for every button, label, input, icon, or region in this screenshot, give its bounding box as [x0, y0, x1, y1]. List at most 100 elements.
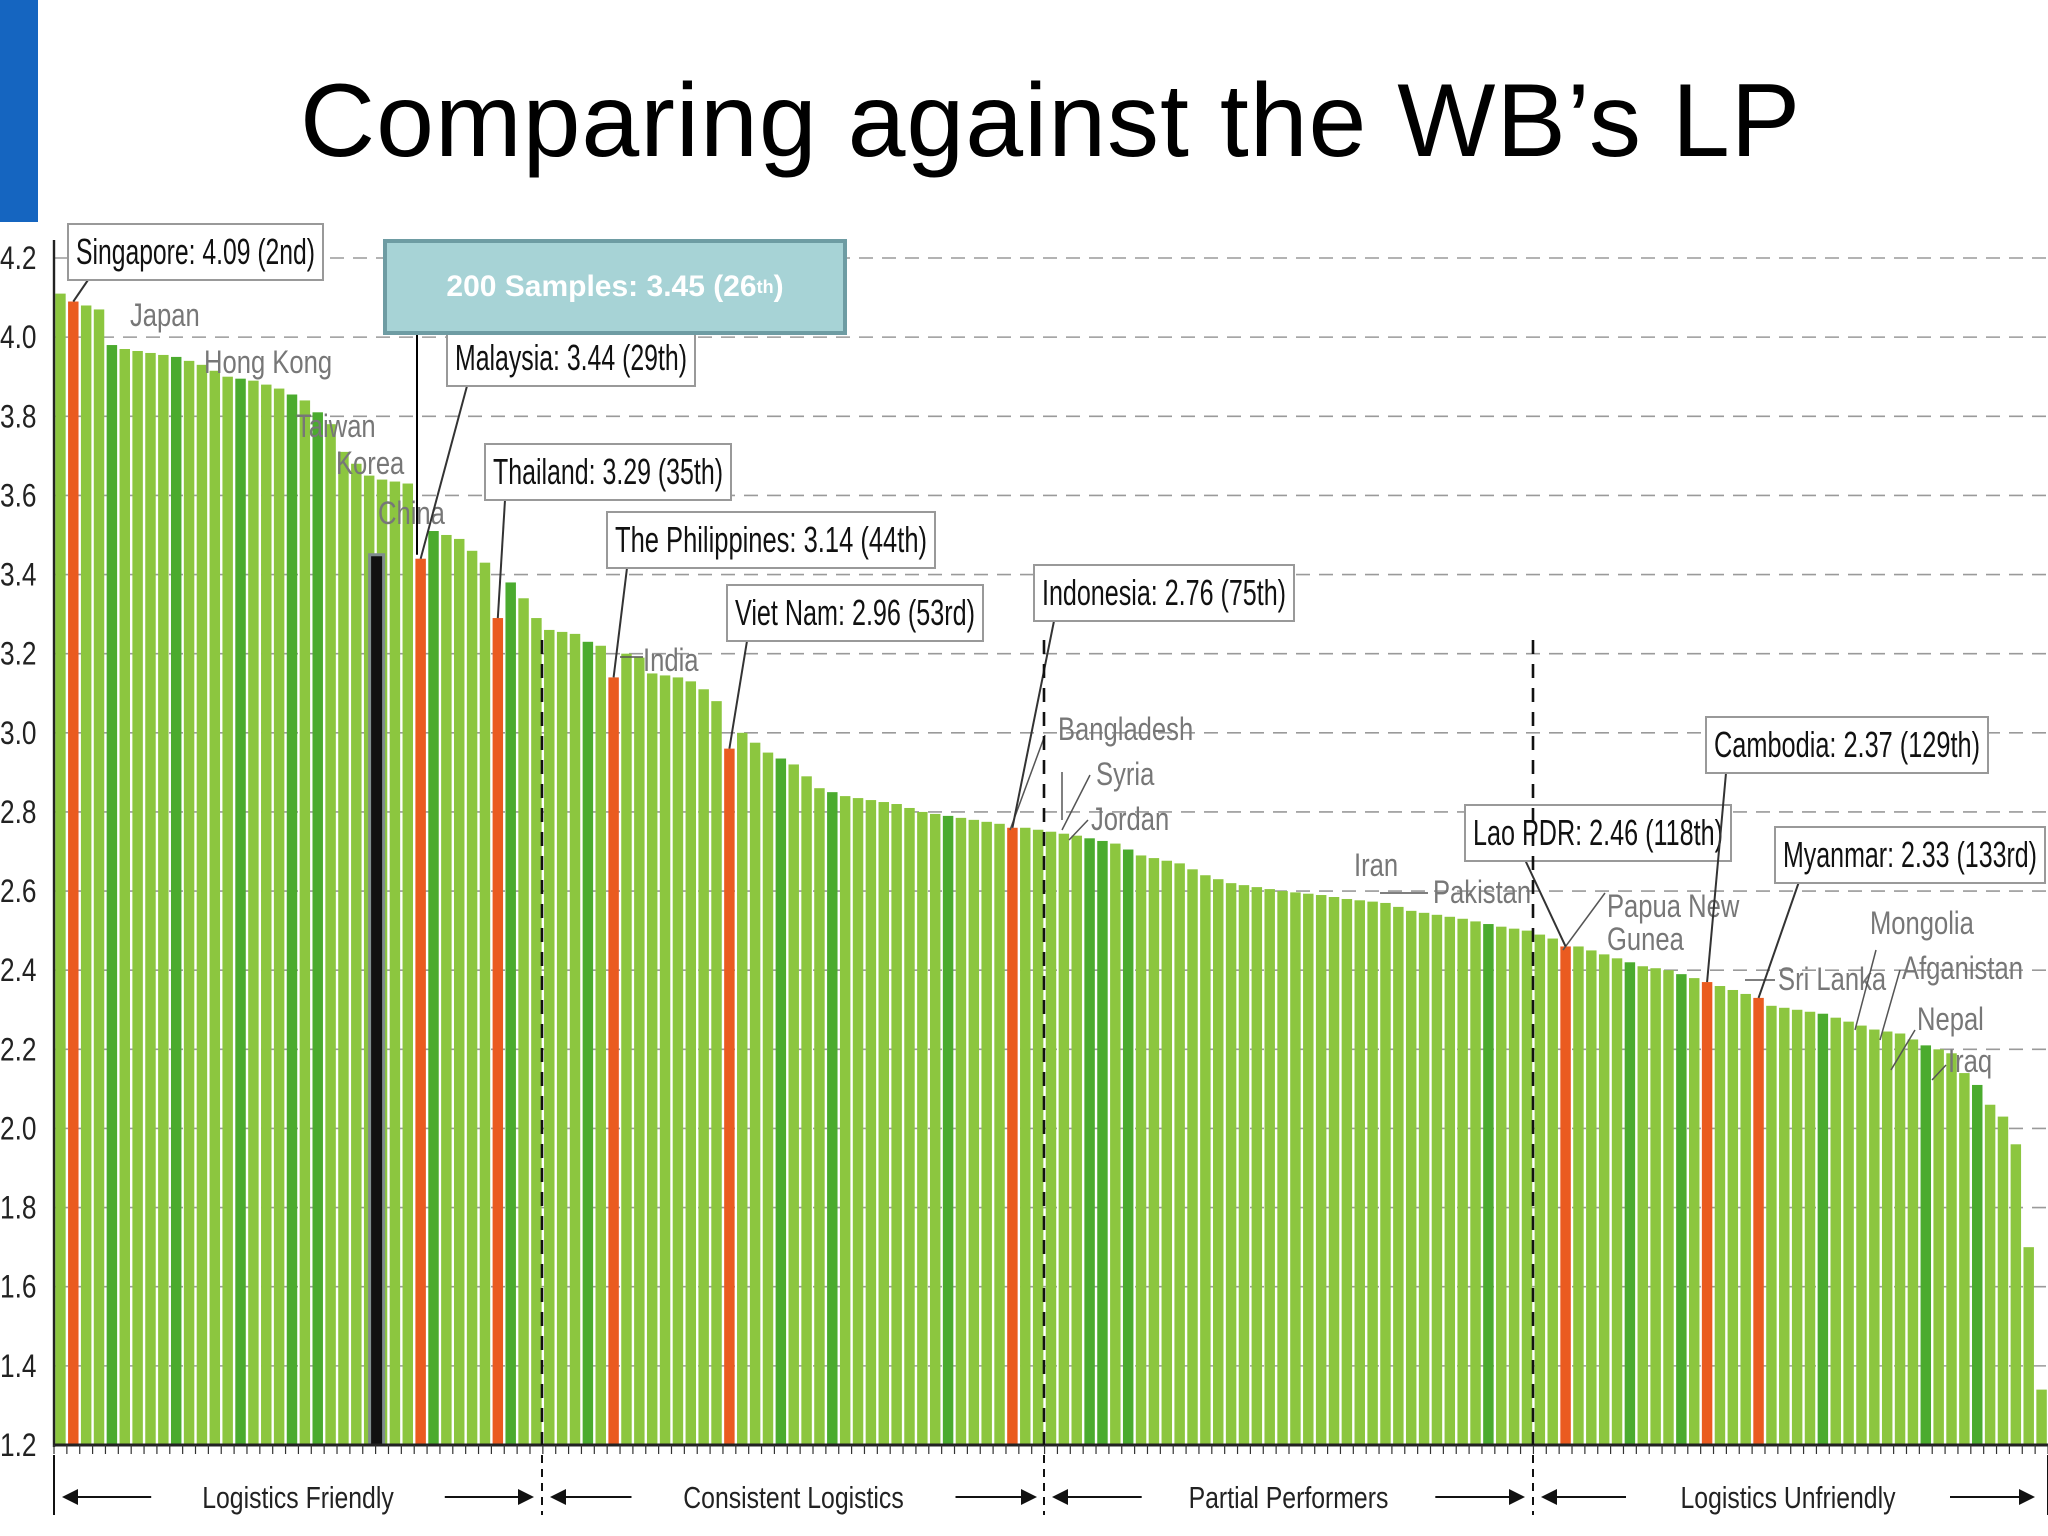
- callout-box: [446, 329, 696, 387]
- group-arrow-head: [550, 1489, 566, 1505]
- bar: [170, 356, 182, 1446]
- annotation-label: India: [643, 643, 699, 678]
- bar: [981, 821, 992, 1445]
- bar: [878, 802, 889, 1445]
- callouts: Singapore: 4.09 (2nd) Malaysia: 3.44 (29t…: [67, 223, 2046, 999]
- samples-bar: [368, 553, 386, 1447]
- bar: [865, 800, 877, 1445]
- bar: [531, 618, 542, 1445]
- bar: [183, 360, 195, 1446]
- bar: [466, 550, 478, 1445]
- bar: [1122, 849, 1134, 1445]
- bar: [788, 764, 799, 1445]
- bar: [119, 349, 130, 1446]
- bar: [968, 819, 980, 1445]
- bar: [1714, 986, 1726, 1445]
- bar: [132, 350, 143, 1445]
- bar: [1972, 1084, 1983, 1445]
- samples-label-suffix: ): [773, 270, 784, 303]
- bar: [1804, 1011, 1816, 1445]
- y-tick-label: 1.8: [0, 1191, 36, 1226]
- group-arrow-head: [1509, 1489, 1525, 1505]
- samples-label-prefix: 200 Samples: 3.45 (26: [446, 270, 757, 303]
- bar: [1084, 838, 1095, 1445]
- bar: [955, 817, 967, 1445]
- bar: [1727, 989, 1739, 1445]
- bar: [1097, 840, 1108, 1445]
- bar: [68, 301, 79, 1446]
- bars: [55, 293, 2047, 1447]
- bar: [698, 689, 709, 1445]
- bar: [1238, 885, 1250, 1445]
- bar: [814, 788, 825, 1445]
- bar: [1521, 930, 1533, 1445]
- group-arrow-head: [62, 1489, 78, 1505]
- group-label: Logistics Friendly: [202, 1480, 394, 1514]
- bar: [1598, 954, 1610, 1445]
- annotation-leader: [1879, 969, 1901, 1041]
- annotation-leader: [1931, 1064, 1947, 1081]
- annotation-label: Sri Lanka: [1778, 962, 1887, 997]
- callout-box: [1033, 564, 1295, 622]
- bar: [827, 792, 838, 1445]
- bar: [1431, 914, 1443, 1445]
- bar: [994, 823, 1005, 1445]
- callout-label: Singapore: 4.09 (2nd): [76, 231, 315, 272]
- bar: [634, 657, 645, 1445]
- annotation-label: Korea: [336, 446, 405, 481]
- bar: [1624, 962, 1636, 1445]
- bar: [158, 354, 169, 1445]
- bar: [1830, 1017, 1841, 1445]
- annotation-label: Iraq: [1948, 1044, 1992, 1079]
- bar: [621, 653, 632, 1445]
- bar: [454, 538, 465, 1445]
- group-brackets: Logistics Friendly Consistent Logistics Pa…: [53, 640, 2048, 1515]
- bar: [1444, 916, 1456, 1445]
- bar: [1508, 928, 1520, 1445]
- y-tick-label: 3.6: [0, 479, 36, 514]
- annotation-label: Mongolia: [1870, 906, 1975, 941]
- bar: [1560, 946, 1571, 1445]
- bar: [492, 618, 504, 1445]
- bar: [518, 598, 529, 1445]
- bar: [608, 677, 619, 1445]
- bar: [1997, 1116, 2009, 1445]
- y-tick-label: 2.2: [0, 1033, 36, 1068]
- bar: [1110, 843, 1121, 1445]
- bar: [1791, 1009, 1803, 1445]
- bar: [55, 293, 66, 1445]
- callout-box: [484, 443, 732, 501]
- bar: [299, 400, 311, 1446]
- group-arrow-head: [1052, 1489, 1068, 1505]
- bar: [312, 412, 323, 1445]
- bar: [1007, 827, 1018, 1445]
- bar: [582, 641, 594, 1445]
- callout-box: [1705, 716, 1989, 774]
- bar: [1354, 900, 1365, 1445]
- bar: [1663, 970, 1674, 1445]
- annotation-leader: [1854, 949, 1877, 1031]
- bar: [235, 378, 246, 1445]
- bar: [145, 352, 156, 1446]
- bar: [1483, 924, 1494, 1445]
- y-tick-label: 2.4: [0, 954, 36, 989]
- callout-label: Indonesia: 2.76 (75th): [1042, 572, 1286, 613]
- bar: [544, 629, 555, 1445]
- callout-leader: [1524, 860, 1567, 947]
- bar: [891, 804, 902, 1445]
- annotation-label: Hong Kong: [204, 345, 332, 380]
- bar: [1637, 966, 1648, 1445]
- annotation-label: Iran: [1354, 848, 1398, 883]
- bar: [1753, 997, 1764, 1445]
- annotation-leader: [1068, 819, 1089, 841]
- bar: [1959, 1073, 1970, 1445]
- bar: [196, 364, 208, 1446]
- annotation-label: Nepal: [1917, 1002, 1984, 1037]
- bar: [1547, 938, 1558, 1445]
- bar: [2036, 1389, 2047, 1445]
- bar: [1161, 860, 1173, 1445]
- callout-leader: [72, 279, 89, 303]
- bar: [1251, 887, 1263, 1445]
- bar: [672, 677, 684, 1445]
